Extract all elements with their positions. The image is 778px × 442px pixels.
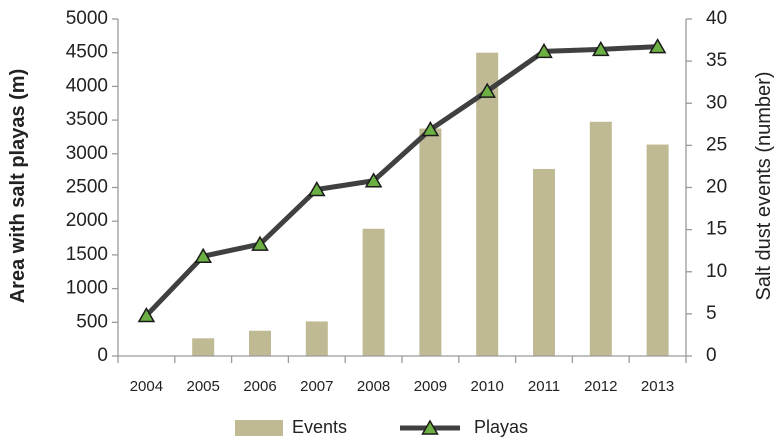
bar-events <box>362 228 385 356</box>
bar-events <box>305 321 328 356</box>
x-tick-label: 2006 <box>243 378 276 395</box>
y-right-tick-label: 40 <box>706 8 727 29</box>
legend-marker-playas <box>421 419 439 435</box>
y-right-tick-label: 35 <box>706 50 727 71</box>
tick-labels: 0 500 1000 1500 2000 2500 3000 3500 4000 4500 5000… <box>66 8 727 395</box>
bar-series-events <box>192 52 669 356</box>
x-tick-label: 2005 <box>187 378 220 395</box>
bar-events <box>192 338 215 356</box>
x-tick-label: 2013 <box>641 378 674 395</box>
x-tick-label: 2009 <box>414 378 447 395</box>
y-left-tick-label: 500 <box>76 311 108 332</box>
legend-label-events: Events <box>292 417 347 437</box>
y-left-tick-label: 0 <box>97 345 108 366</box>
bar-events <box>646 144 669 356</box>
point-playas <box>194 247 212 263</box>
y-right-tick-label: 15 <box>706 219 727 240</box>
y-axis-title-right: Salt dust events (number) <box>753 72 775 301</box>
bar-events <box>476 52 499 356</box>
point-playas <box>648 38 667 54</box>
y-right-tick-label: 10 <box>706 261 727 282</box>
y-right-tick-label: 0 <box>706 345 717 366</box>
point-playas <box>251 235 269 251</box>
x-tick-label: 2011 <box>528 378 560 395</box>
axes <box>112 18 692 363</box>
y-left-tick-label: 4000 <box>66 75 108 96</box>
y-left-tick-label: 1000 <box>66 278 108 299</box>
line-series-playas <box>137 38 667 323</box>
y-left-tick-label: 3000 <box>66 143 108 164</box>
point-playas <box>535 42 553 59</box>
bar-events <box>589 121 612 356</box>
x-tick-label: 2008 <box>357 378 390 395</box>
legend: Events Playas <box>235 417 528 437</box>
bar-events <box>419 128 442 356</box>
point-playas <box>478 82 496 98</box>
point-playas <box>137 307 156 323</box>
point-playas <box>364 172 383 188</box>
y-left-tick-label: 2000 <box>66 210 108 231</box>
x-tick-label: 2004 <box>130 378 163 395</box>
x-tick-label: 2007 <box>300 378 333 395</box>
x-tick-label: 2012 <box>584 378 617 395</box>
y-left-tick-label: 2500 <box>66 177 108 198</box>
bar-events <box>533 168 555 356</box>
point-playas <box>421 121 440 137</box>
legend-swatch-events <box>235 420 283 436</box>
y-right-tick-label: 25 <box>706 134 727 155</box>
y-right-tick-label: 5 <box>706 303 717 324</box>
y-axis-title-left: Area with salt playas (m) <box>7 69 29 304</box>
legend-label-playas: Playas <box>474 417 528 437</box>
y-right-tick-label: 30 <box>706 92 727 113</box>
y-left-tick-label: 3500 <box>66 109 108 130</box>
y-left-tick-label: 5000 <box>66 8 108 29</box>
point-playas <box>592 40 610 57</box>
x-tick-label: 2010 <box>471 378 504 395</box>
line-playas <box>144 44 658 318</box>
y-right-tick-label: 20 <box>706 177 727 198</box>
bar-events <box>249 330 271 356</box>
y-left-tick-label: 1500 <box>66 244 108 265</box>
point-playas <box>308 181 326 197</box>
y-left-tick-label: 4500 <box>66 42 108 63</box>
